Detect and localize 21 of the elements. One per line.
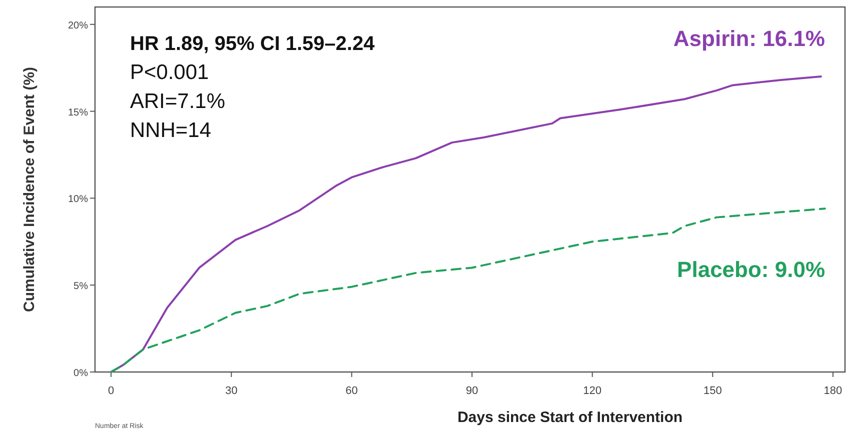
x-tick-label: 150 [703,385,722,397]
x-tick-label: 90 [466,385,478,397]
y-tick-label: 20% [68,20,88,32]
series-label: Placebo: 9.0% [677,257,825,282]
y-tick-label: 15% [68,107,88,118]
annotation: ARI=7.1% [130,90,226,113]
y-tick-label: 0% [74,368,88,379]
x-tick-label: 180 [824,385,842,397]
x-tick-label: 30 [225,385,238,397]
x-tick-label: 60 [346,385,358,397]
annotation: NNH=14 [130,119,212,142]
line-series [110,208,826,373]
x-tick-label: 120 [583,385,602,397]
annotation: HR 1.89, 95% CI 1.59–2.24 [130,33,376,55]
x-tick-label: 0 [108,385,114,397]
y-tick-label: 10% [68,194,88,206]
annotation: P<0.001 [130,61,209,84]
x-axis-title: Days since Start of Intervention [457,409,683,426]
series-label: Aspirin: 16.1% [673,26,825,51]
y-axis-title: Cumulative Incidence of Event (%) [21,66,38,312]
y-tick-label: 5% [74,281,88,292]
